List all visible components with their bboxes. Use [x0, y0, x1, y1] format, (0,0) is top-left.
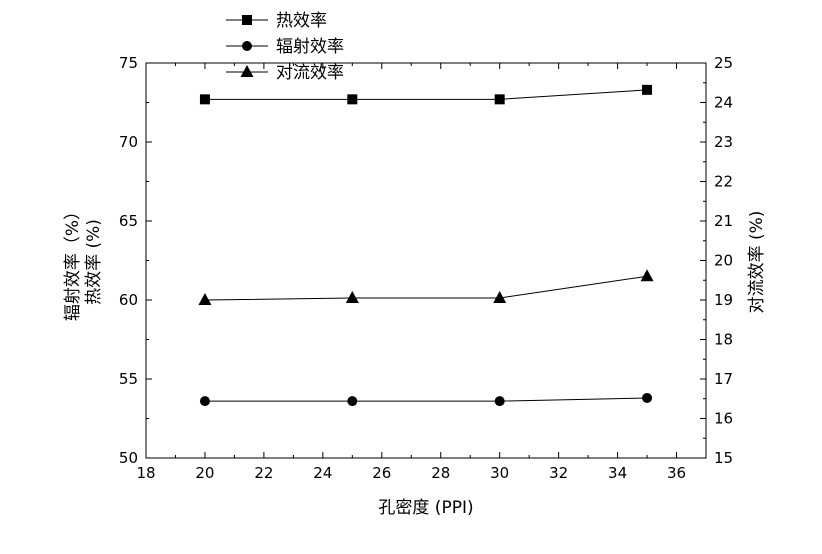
- series-layer: [198, 84, 654, 407]
- y-right-tick-label: 16: [714, 410, 733, 428]
- y-right-tick-label: 23: [714, 133, 733, 151]
- data-point: [640, 269, 654, 282]
- y-axis-title-right: 对流效率 (%): [747, 211, 767, 314]
- series-line: [204, 397, 648, 402]
- series-line: [204, 275, 648, 301]
- data-point: [199, 94, 210, 105]
- legend-label: 热效率: [276, 11, 327, 31]
- y-right-tick-label: 22: [714, 173, 733, 191]
- y-right-tick-label: 20: [714, 252, 733, 270]
- series-line: [204, 89, 648, 100]
- legend-marker: [240, 65, 254, 77]
- legend-label: 对流效率: [276, 63, 344, 83]
- y-right-tick-label: 17: [714, 370, 733, 388]
- y-axis-title-left-2: 热效率 (%): [84, 219, 104, 305]
- data-point: [493, 291, 507, 304]
- x-tick-label: 24: [313, 464, 332, 482]
- x-tick-label: 20: [195, 464, 214, 482]
- y-left-tick-label: 65: [119, 212, 138, 230]
- y-right-tick-label: 19: [714, 291, 733, 309]
- x-tick-label: 30: [490, 464, 509, 482]
- data-point: [494, 396, 505, 407]
- x-tick-label: 26: [372, 464, 391, 482]
- data-point: [347, 396, 358, 407]
- y-axis-title-left-1: 辐射效率（%）: [63, 203, 83, 321]
- y-left-tick-label: 60: [119, 291, 138, 309]
- y-left-tick-label: 55: [119, 370, 138, 388]
- x-tick-label: 18: [136, 464, 155, 482]
- data-point: [642, 392, 653, 403]
- y-right-tick-label: 21: [714, 212, 733, 230]
- y-right-tick-label: 24: [714, 94, 733, 112]
- legend-marker: [242, 41, 252, 51]
- legend-marker: [242, 15, 252, 25]
- x-tick-label: 28: [431, 464, 450, 482]
- x-tick-label: 32: [549, 464, 568, 482]
- x-tick-label: 22: [254, 464, 273, 482]
- y-right-tick-label: 15: [714, 449, 733, 467]
- y-right-tick-label: 18: [714, 331, 733, 349]
- ticks-layer: 18 20 22 24 26 28 30 32 34 36 50 55 60 65 70 75 15 16 17 18…: [119, 54, 733, 482]
- data-point: [494, 94, 505, 105]
- y-left-tick-label: 75: [119, 54, 138, 72]
- data-point: [199, 396, 210, 407]
- y-left-tick-label: 50: [119, 449, 138, 467]
- data-point: [345, 291, 359, 304]
- x-axis-title: 孔密度 (PPI): [378, 498, 473, 518]
- x-tick-label: 36: [667, 464, 686, 482]
- data-point: [347, 94, 358, 105]
- y-right-tick-label: 25: [714, 54, 733, 72]
- y-left-tick-label: 70: [119, 133, 138, 151]
- legend-label: 辐射效率: [276, 37, 344, 57]
- data-point: [642, 84, 653, 95]
- data-point: [198, 293, 212, 305]
- x-tick-label: 34: [608, 464, 627, 482]
